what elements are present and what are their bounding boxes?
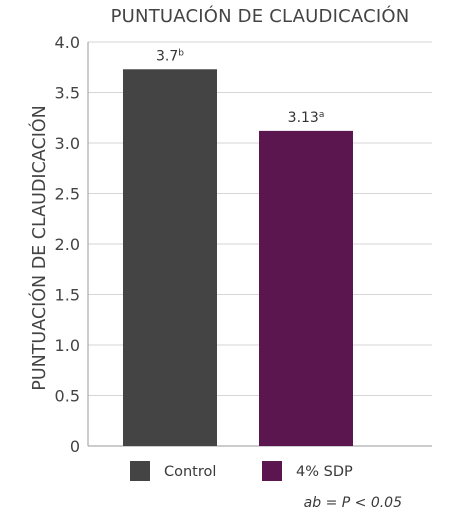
legend-swatch-0 — [130, 461, 150, 481]
significance-footnote: ab = P < 0.05 — [303, 495, 402, 511]
legend-label: Control — [164, 464, 216, 480]
data-label: 3.13a — [288, 110, 325, 126]
y-tick-label: 2.0 — [55, 235, 80, 254]
y-tick-label: 3.0 — [55, 134, 80, 153]
y-tick-label: 4.0 — [55, 33, 80, 52]
legend-label: 4% SDP — [296, 464, 353, 480]
y-tick-label: 1.5 — [55, 286, 80, 305]
bar-0 — [123, 69, 217, 447]
chart-title: PUNTUACIÓN DE CLAUDICACIÓN — [110, 6, 410, 27]
legend-swatch-1 — [262, 461, 282, 481]
data-label: 3.7b — [156, 48, 184, 64]
y-tick-label: 0.5 — [55, 387, 80, 406]
y-tick-label: 3.5 — [55, 84, 80, 103]
bar-1 — [259, 130, 353, 446]
y-tick-label: 2.5 — [55, 185, 80, 204]
y-tick-label: 1.0 — [55, 336, 80, 355]
y-tick-label: 0 — [70, 437, 80, 456]
